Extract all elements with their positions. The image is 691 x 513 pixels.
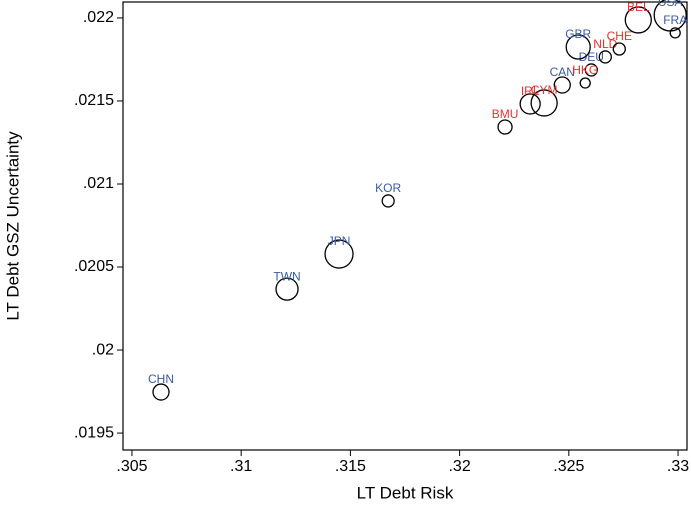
x-tick-label: .315: [335, 458, 366, 475]
point-label: BEL: [627, 0, 650, 14]
y-tick-label: .0195: [74, 424, 114, 441]
point-label: NLD: [593, 37, 617, 51]
bubble: [152, 383, 170, 401]
bubble: [381, 194, 395, 208]
y-tick-label: .021: [83, 175, 114, 192]
bubble: [519, 93, 541, 115]
point-label: DEU: [579, 50, 604, 64]
bubble: [565, 34, 591, 60]
y-tick-label: .0215: [74, 92, 114, 109]
point-label: IRL: [521, 84, 540, 98]
bubble: [579, 77, 591, 89]
x-tick-label: .325: [553, 458, 584, 475]
point-label: CHN: [148, 372, 174, 386]
x-tick-label: .33: [667, 458, 689, 475]
point-label: HKG: [572, 63, 598, 77]
y-tick-label: .022: [83, 9, 114, 26]
x-tick-label: .305: [116, 458, 147, 475]
bubble: [324, 239, 354, 269]
bubble: [530, 89, 558, 117]
point-label: CYM: [531, 83, 558, 97]
x-tick-label: .31: [230, 458, 252, 475]
bubble: [553, 76, 571, 94]
y-tick-label: .02: [92, 341, 114, 358]
point-label: TWN: [273, 269, 300, 283]
plot-frame: [122, 1, 688, 451]
bubble: [612, 42, 626, 56]
x-tick-label: .32: [448, 458, 470, 475]
y-tick-label: .0205: [74, 258, 114, 275]
point-label: KOR: [375, 181, 401, 195]
x-axis-label: LT Debt Risk: [357, 483, 454, 502]
point-label: FRA: [663, 13, 687, 27]
bubble: [598, 50, 612, 64]
bubble: [275, 277, 299, 301]
point-label: CHE: [607, 29, 632, 43]
bubble: [497, 119, 513, 135]
bubble: [624, 6, 652, 34]
point-label: CAN: [550, 65, 575, 79]
point-label: USA: [658, 0, 683, 9]
point-label: JPN: [328, 234, 351, 248]
point-label: GBR: [565, 27, 591, 41]
bubble: [584, 63, 598, 77]
y-axis-label: LT Debt GSZ Uncertainty: [3, 131, 22, 321]
point-label: BMU: [492, 107, 519, 121]
bubble: [669, 27, 681, 39]
